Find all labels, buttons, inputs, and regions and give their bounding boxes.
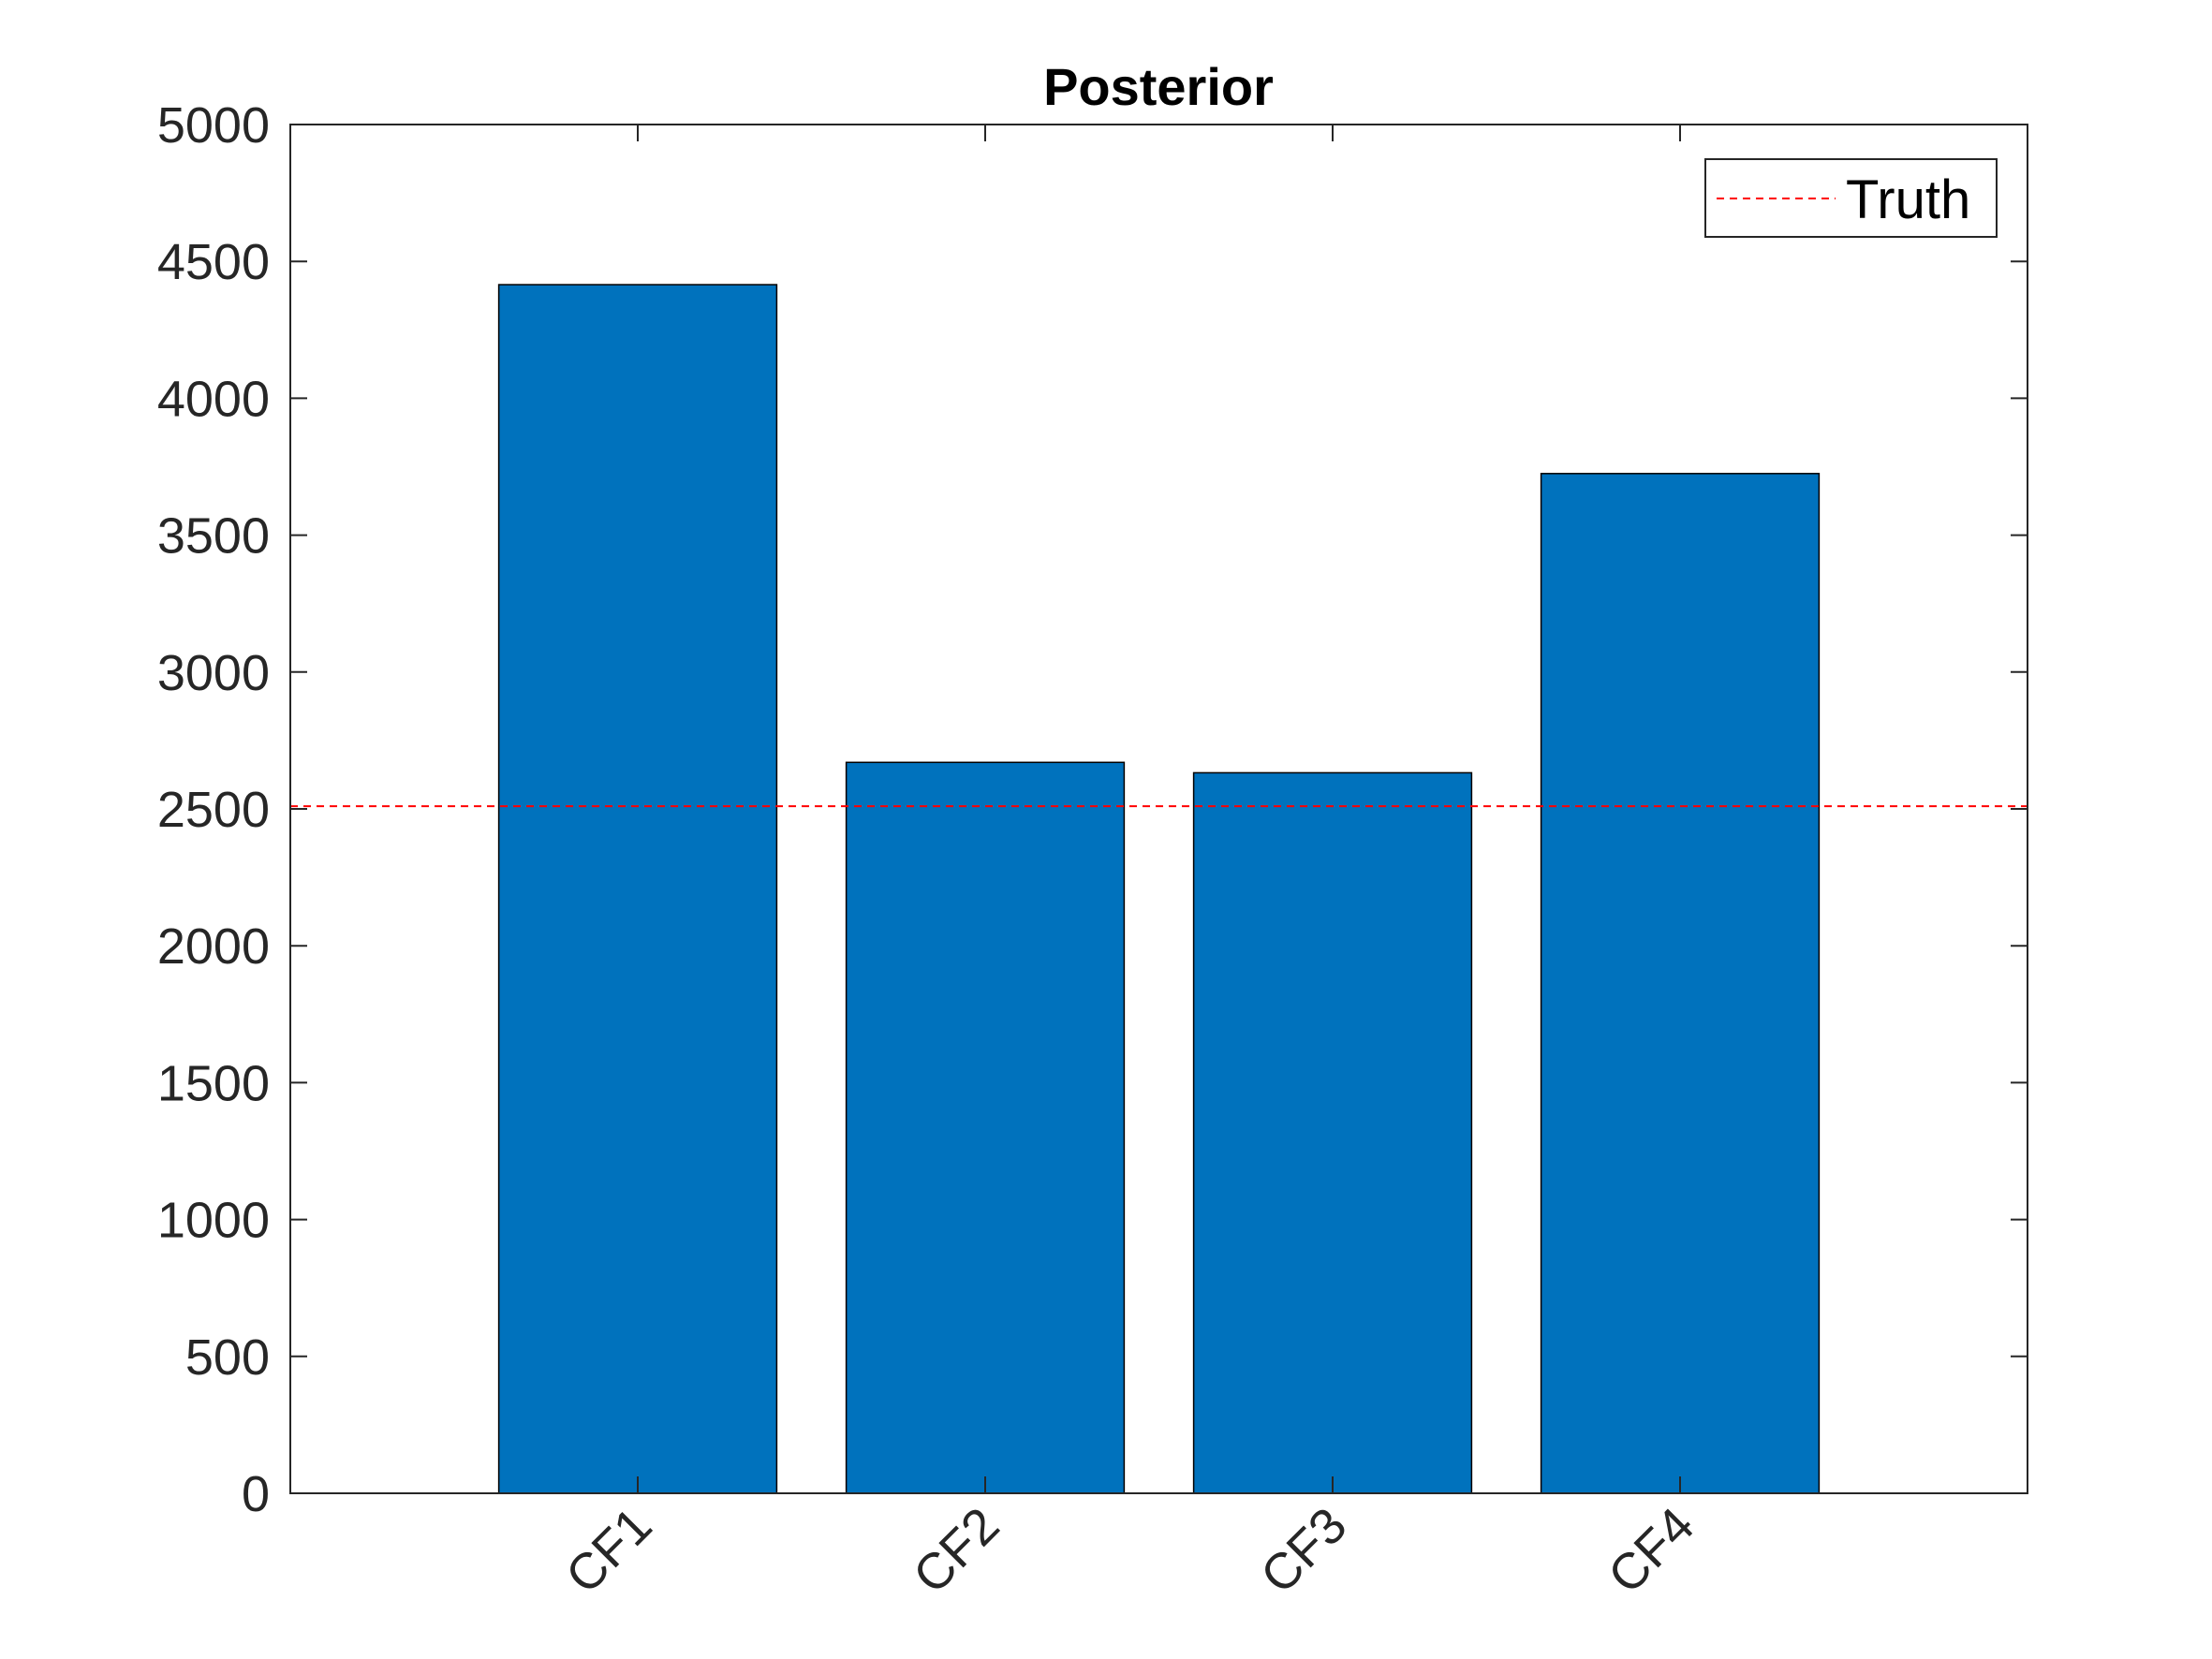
bar-cf2 (845, 761, 1126, 1494)
bars-layer (497, 284, 1821, 1494)
legend: Truth (1704, 158, 1998, 238)
bar-cf1 (497, 284, 778, 1494)
y-tick-label: 4500 (157, 234, 270, 290)
chart-title: Posterior (1043, 57, 1274, 116)
y-tick-label: 0 (242, 1466, 270, 1522)
y-tick-label: 2000 (157, 918, 270, 975)
y-tick-label: 2500 (157, 782, 270, 838)
y-tick-label: 3000 (157, 645, 270, 701)
y-tick-label: 3500 (157, 508, 270, 565)
bar-cf4 (1540, 473, 1821, 1494)
legend-box (1704, 158, 1998, 238)
y-tick-label: 1500 (157, 1055, 270, 1111)
y-tick-label: 4000 (157, 371, 270, 427)
y-tick-label: 1000 (157, 1193, 270, 1249)
bar-cf3 (1192, 771, 1473, 1494)
legend-label-truth: Truth (1846, 169, 1970, 230)
y-tick-label: 500 (185, 1329, 270, 1386)
y-tick-label: 5000 (157, 97, 270, 154)
